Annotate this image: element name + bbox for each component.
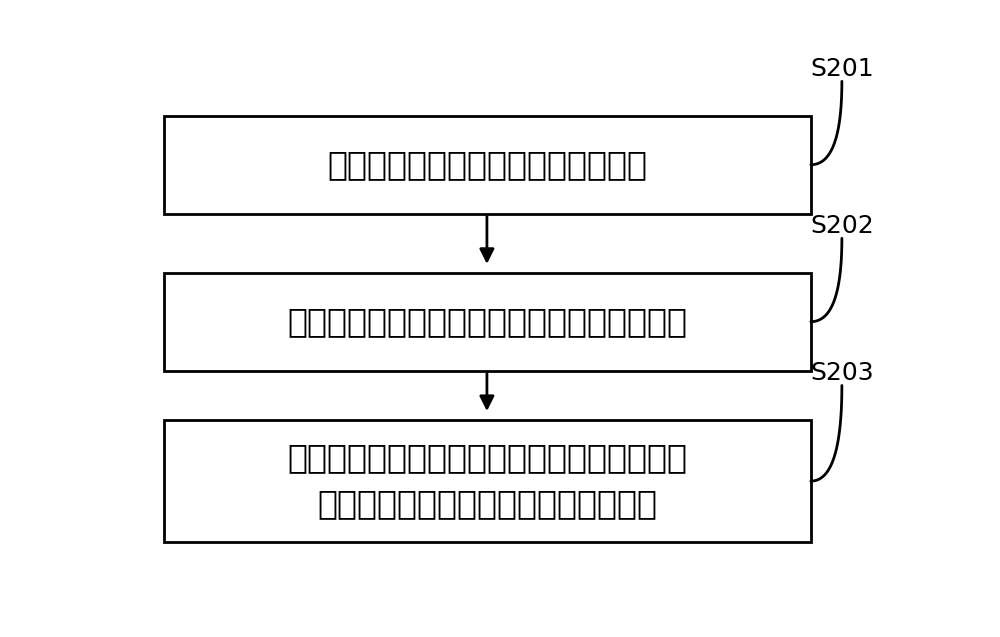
Text: S203: S203 <box>810 361 874 385</box>
Text: 根据所述板型数据判断所述带钢的板型稳定性: 根据所述板型数据判断所述带钢的板型稳定性 <box>287 305 687 338</box>
Text: 根据所述带钢的板型稳定性为不稳定时，降低
所述带钢的轧制速度至第一预设范围内: 根据所述带钢的板型稳定性为不稳定时，降低 所述带钢的轧制速度至第一预设范围内 <box>287 441 687 520</box>
Text: 获取表征带钢板型平整度的板型数据: 获取表征带钢板型平整度的板型数据 <box>327 148 647 182</box>
Text: S202: S202 <box>810 214 874 238</box>
FancyBboxPatch shape <box>164 420 811 543</box>
Text: S201: S201 <box>810 57 874 81</box>
FancyBboxPatch shape <box>164 116 811 214</box>
FancyBboxPatch shape <box>164 273 811 371</box>
